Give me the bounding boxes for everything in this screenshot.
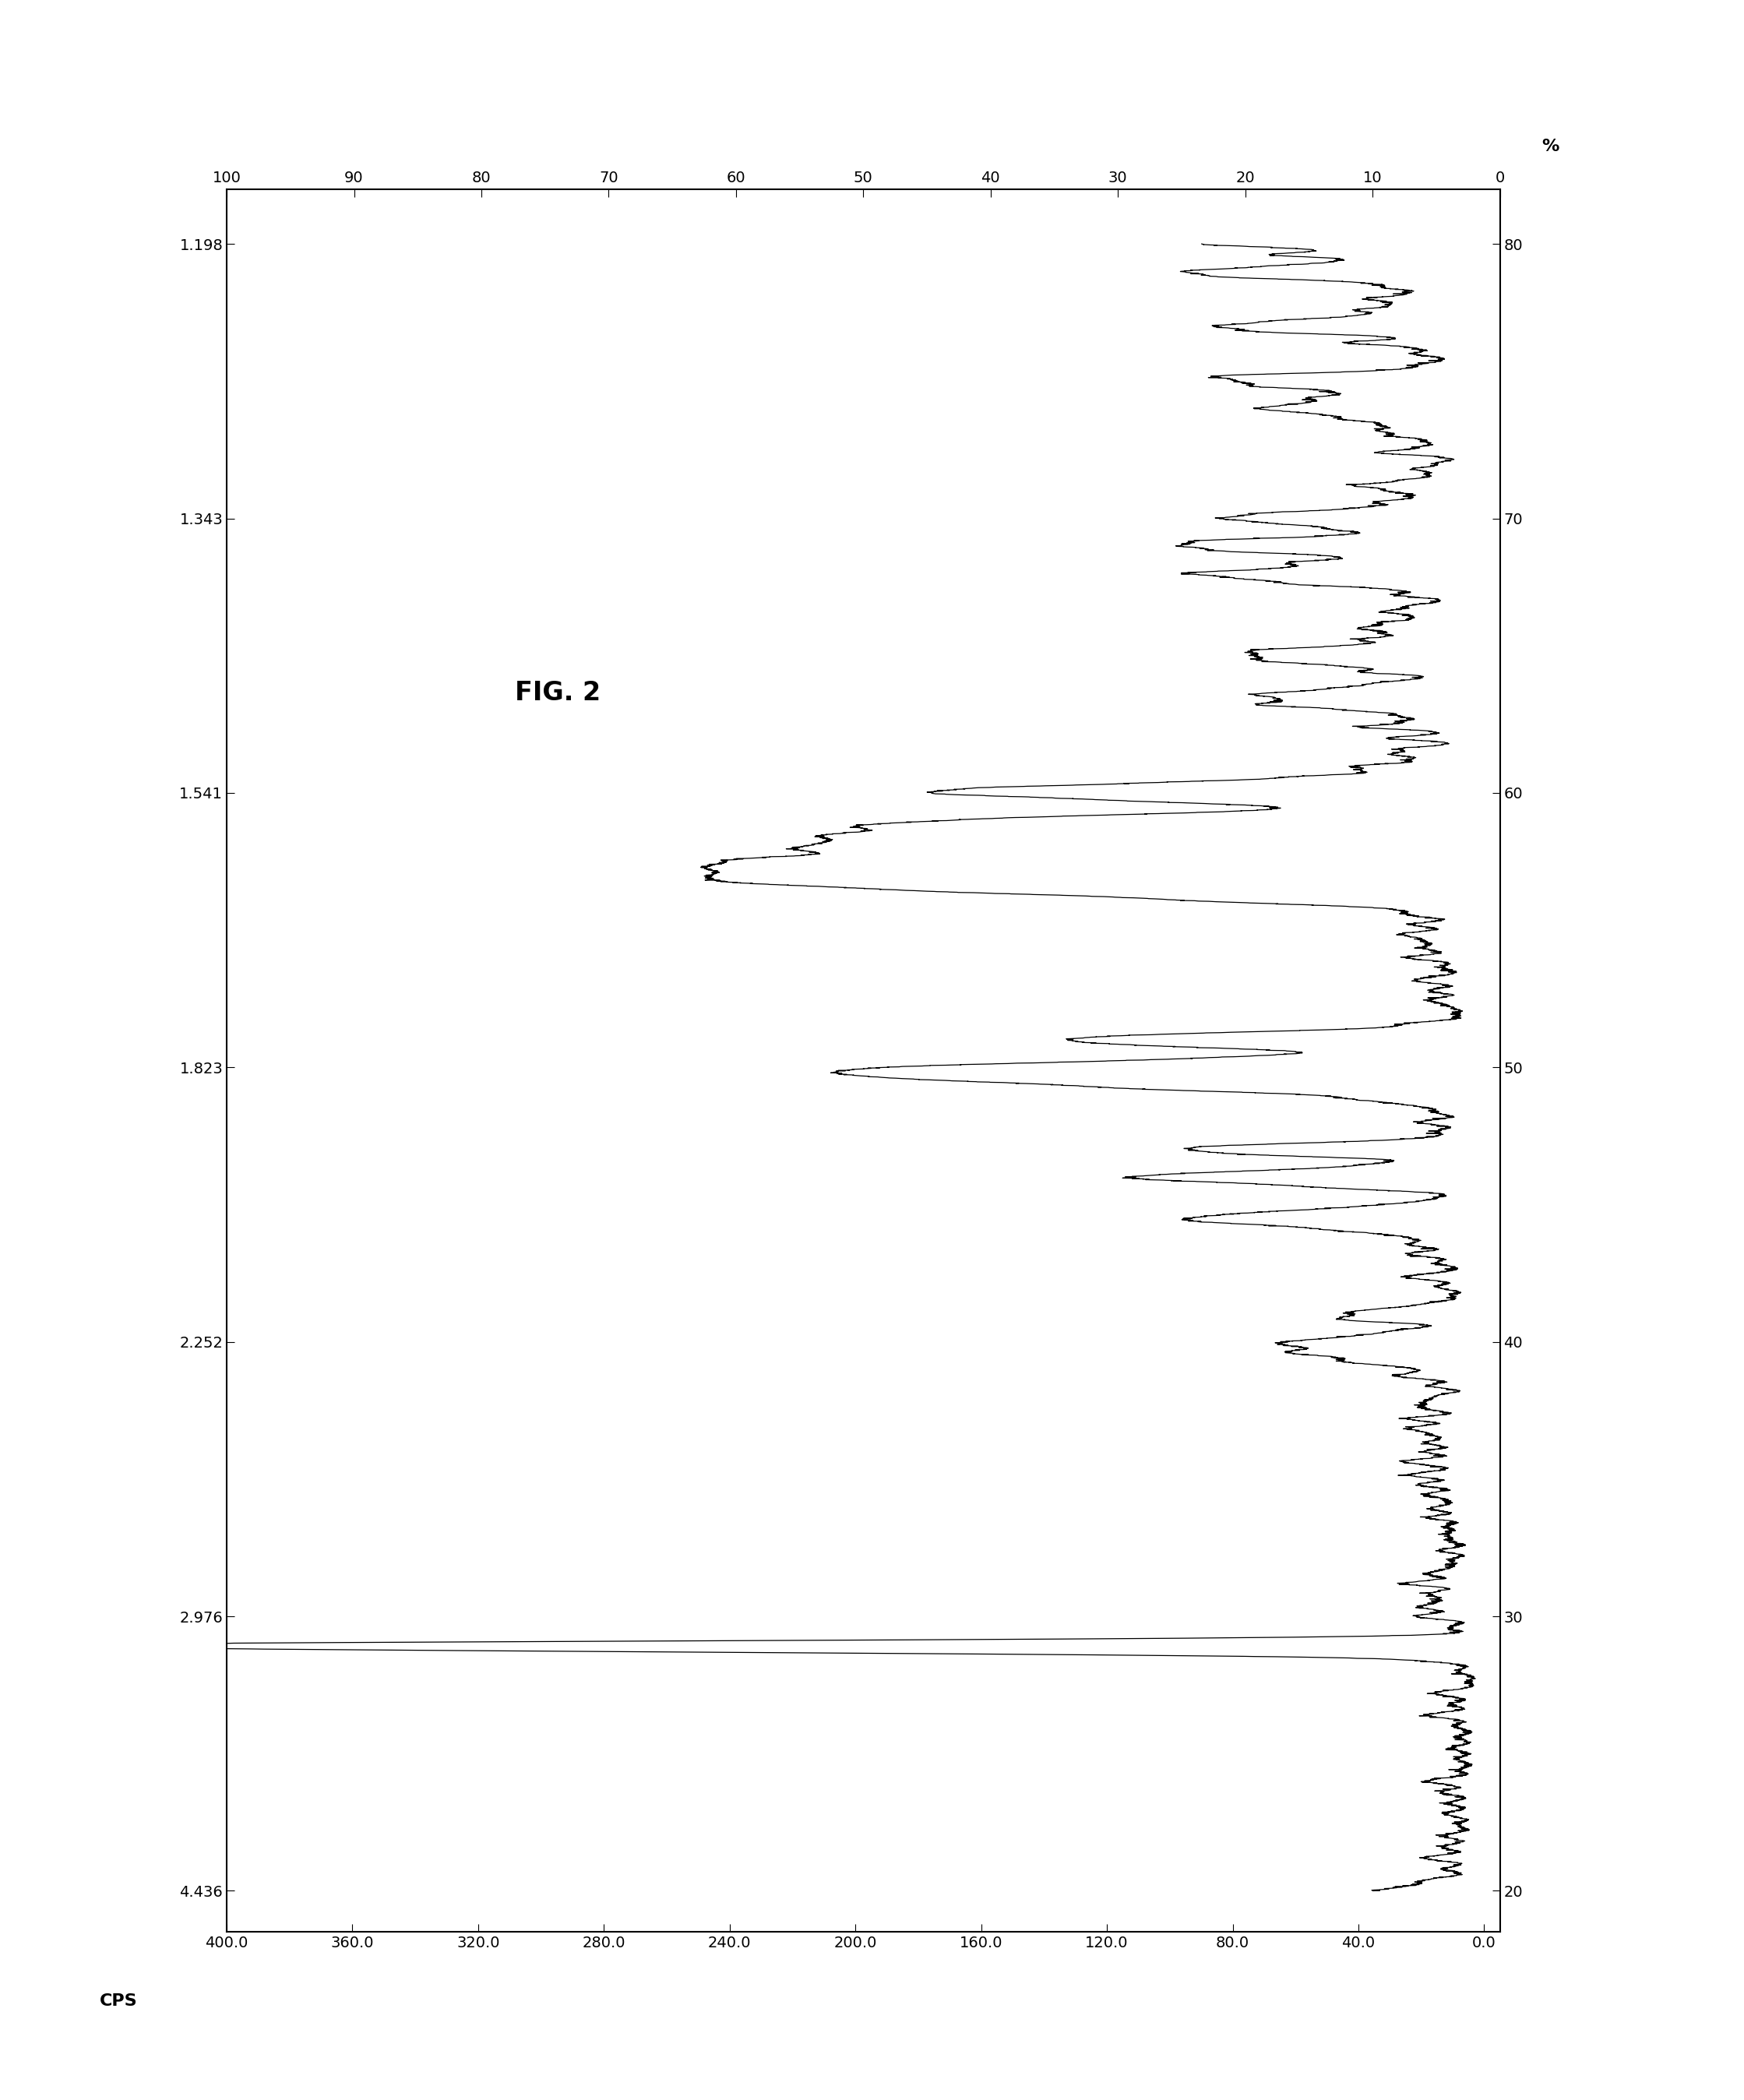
Text: %: % <box>1542 139 1559 153</box>
Text: CPS: CPS <box>99 1993 138 2008</box>
Text: FIG. 2: FIG. 2 <box>514 680 602 706</box>
